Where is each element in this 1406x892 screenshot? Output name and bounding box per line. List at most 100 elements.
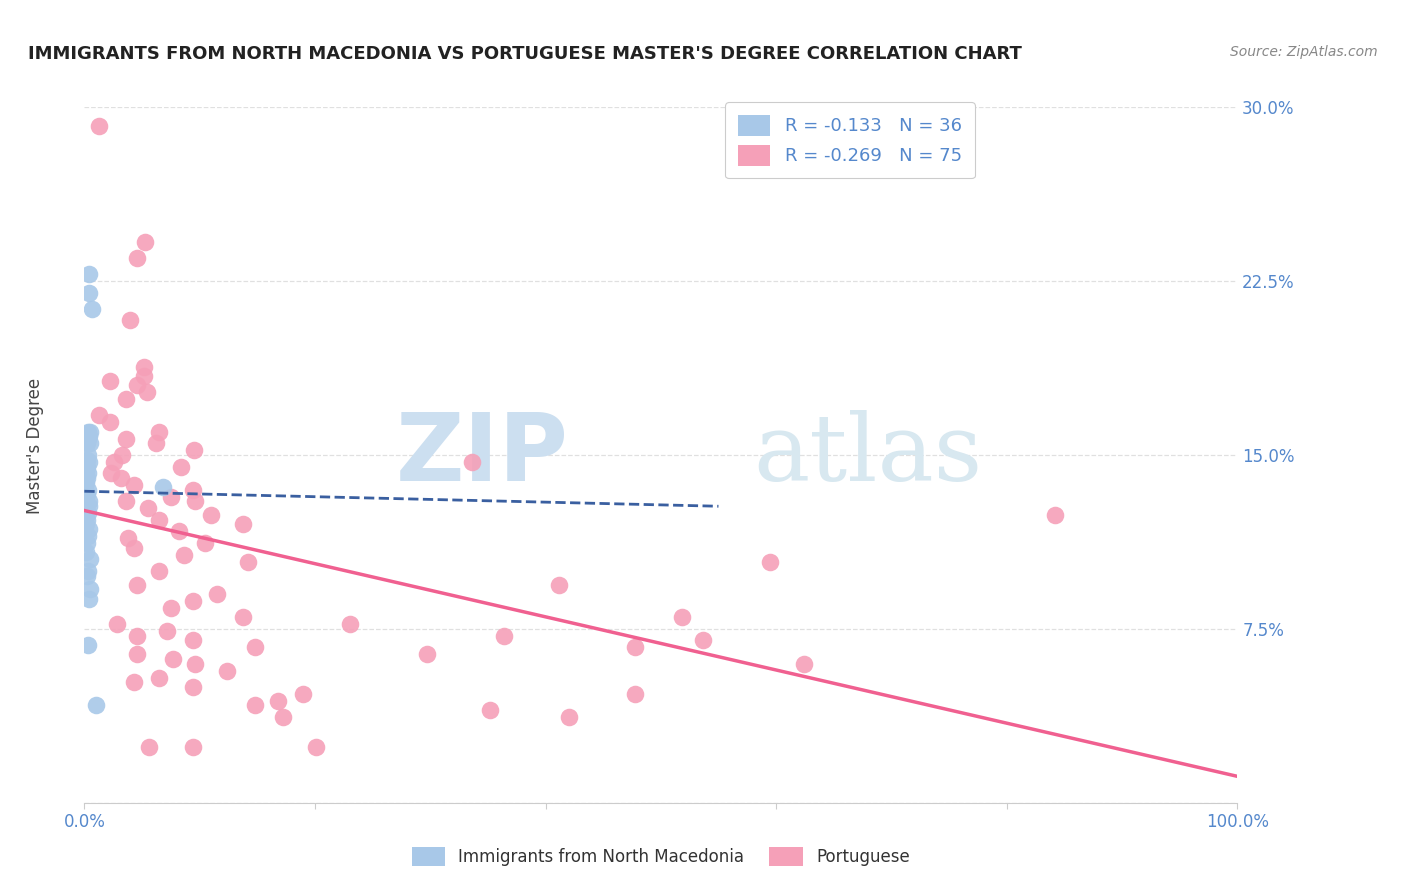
Legend: R = -0.133   N = 36, R = -0.269   N = 75: R = -0.133 N = 36, R = -0.269 N = 75 [725,103,974,178]
Point [138,740,160,755]
Point [77,591,100,606]
Point [82,301,104,316]
Point [79,425,101,439]
Point [156,624,179,639]
Point [115,392,138,407]
Point [76,483,98,497]
Point [671,610,693,624]
Point [77,285,100,300]
Point [479,703,502,717]
Point [76,459,98,474]
Point [793,657,815,671]
Point [98,416,121,430]
Point [111,448,134,462]
Point [127,578,149,592]
Point [160,601,183,615]
Point [77,494,100,508]
Point [194,536,217,550]
Point [148,425,170,439]
Point [173,548,195,562]
Point [134,235,156,249]
Point [89,119,111,133]
Point [183,443,205,458]
Point [122,478,145,492]
Point [79,552,101,566]
Point [76,564,98,578]
Point [305,740,328,755]
Point [89,409,111,423]
Point [100,467,122,481]
Point [181,680,204,694]
Point [76,513,98,527]
Point [624,640,647,655]
Point [136,501,159,516]
Point [200,508,222,523]
Point [624,687,647,701]
Point [76,487,98,501]
Text: IMMIGRANTS FROM NORTH MACEDONIA VS PORTUGUESE MASTER'S DEGREE CORRELATION CHART: IMMIGRANTS FROM NORTH MACEDONIA VS PORTU… [28,45,1022,62]
Point [127,378,149,392]
Point [105,617,128,632]
Point [117,532,139,546]
Point [120,313,142,327]
Point [127,629,149,643]
Point [134,359,156,374]
Point [77,429,100,443]
Point [184,494,207,508]
Point [292,687,315,701]
Point [205,587,228,601]
Point [557,710,579,724]
Text: atlas: atlas [754,410,983,500]
Point [167,524,190,539]
Point [127,251,149,265]
Point [759,555,782,569]
Point [76,452,98,467]
Point [160,490,183,504]
Point [115,494,138,508]
Point [236,555,259,569]
Legend: Immigrants from North Macedonia, Portuguese: Immigrants from North Macedonia, Portugu… [404,838,918,875]
Point [77,455,100,469]
Text: ZIP: ZIP [395,409,568,501]
Point [232,610,254,624]
Point [243,640,266,655]
Point [76,568,98,582]
Point [416,648,439,662]
Point [461,455,484,469]
Point [181,740,204,755]
Point [181,633,204,648]
Point [76,448,98,462]
Point [148,513,170,527]
Point [76,436,98,450]
Point [76,467,98,481]
Point [181,594,204,608]
Point [181,483,204,497]
Point [75,545,97,559]
Point [76,432,98,446]
Point [217,664,239,678]
Point [77,499,100,513]
Point [184,657,207,671]
Point [76,529,98,543]
Point [271,710,294,724]
Point [1043,508,1066,523]
Point [267,694,290,708]
Point [103,455,125,469]
Point [692,633,714,648]
Point [77,522,100,536]
Point [76,536,98,550]
Point [135,385,157,400]
Point [76,425,98,439]
Point [122,675,145,690]
Point [548,578,571,592]
Point [243,698,266,713]
Point [75,517,97,532]
Text: Master's Degree: Master's Degree [27,378,44,514]
Point [122,541,145,555]
Point [134,369,156,384]
Point [84,698,107,713]
Point [145,436,167,450]
Point [77,267,100,281]
Point [75,475,97,490]
Point [127,648,149,662]
